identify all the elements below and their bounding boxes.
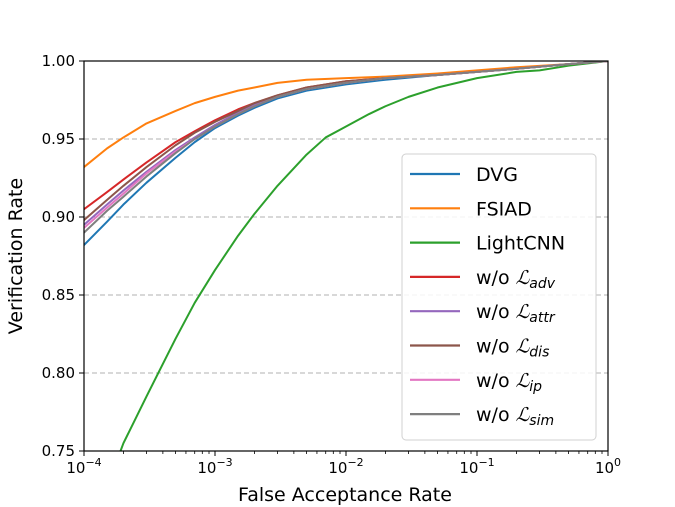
series-line-7 — [84, 61, 608, 234]
legend-label-7: w/o ℒsim — [476, 404, 554, 429]
legend: DVG FSIAD LightCNN w/o ℒadv w/o ℒattr w/o ℒdi… — [401, 153, 597, 441]
legend-box — [401, 153, 597, 441]
x-tick-label-2: 10−2 — [328, 456, 363, 477]
series-line-1 — [84, 61, 608, 169]
y-tick-label-1: 0.80 — [42, 364, 75, 382]
x-tick-label-3: 10−1 — [459, 456, 494, 477]
legend-label-0: DVG — [476, 164, 518, 186]
legend-label-6: w/o ℒip — [476, 370, 542, 395]
legend-label-5: w/o ℒdis — [476, 336, 549, 361]
series-line-2 — [119, 61, 608, 451]
y-tick-label-0: 0.75 — [42, 442, 75, 460]
x-tick-label-4: 100 — [595, 456, 621, 477]
y-axis-label: Verification Rate — [5, 178, 27, 334]
legend-label-1: FSIAD — [476, 198, 532, 220]
x-tick-label-1: 10−3 — [197, 456, 232, 477]
y-tick-label-2: 0.85 — [42, 286, 75, 304]
legend-label-4: w/o ℒattr — [476, 301, 556, 326]
ticks: 0.75 0.80 0.85 0.90 0.95 1.00 10−4 10−3 10−2 10−1… — [42, 52, 621, 477]
series-layer — [84, 61, 608, 451]
x-tick-label-0: 10−4 — [66, 456, 101, 477]
legend-label-2: LightCNN — [476, 233, 565, 255]
y-tick-label-5: 1.00 — [42, 52, 75, 70]
y-tick-label-3: 0.90 — [42, 208, 75, 226]
x-axis-label: False Acceptance Rate — [238, 484, 452, 506]
legend-label-3: w/o ℒadv — [476, 267, 556, 292]
y-tick-label-4: 0.95 — [42, 130, 75, 148]
